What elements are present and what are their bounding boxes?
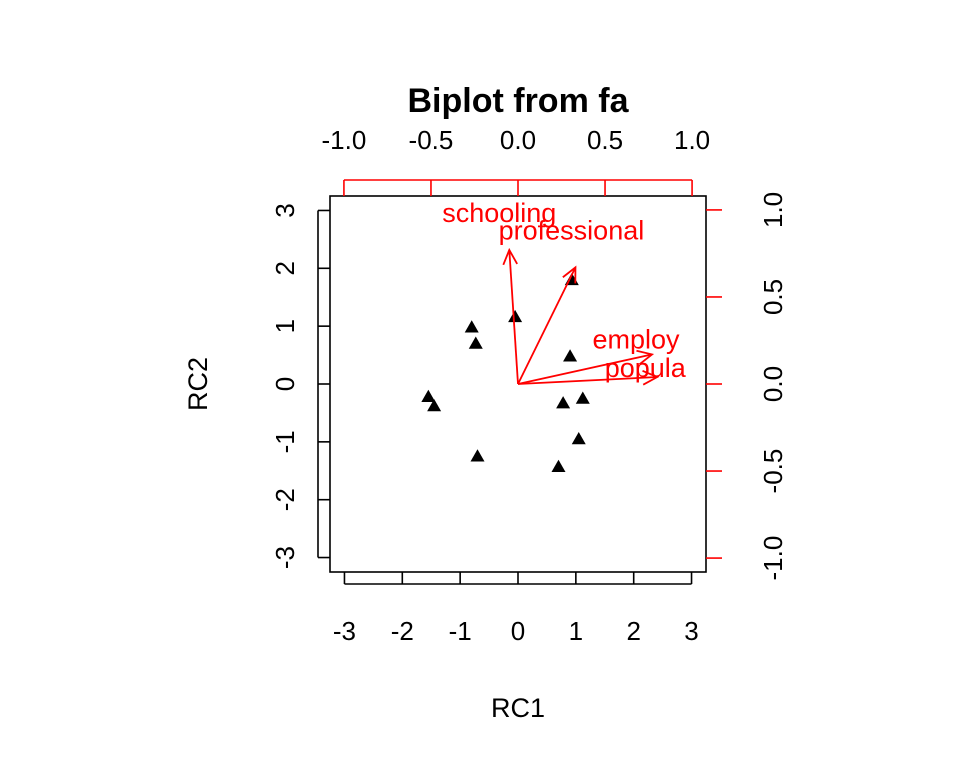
score-point [427, 398, 442, 412]
right-tick-label: -1.0 [758, 536, 788, 581]
loading-arrow [517, 353, 653, 385]
top-tick-label: -0.5 [409, 125, 454, 155]
x-tick-label: 1 [569, 616, 583, 646]
x-tick-label: -3 [333, 616, 356, 646]
score-point [508, 309, 523, 323]
x-tick-label: 2 [626, 616, 640, 646]
right-tick-label: 1.0 [758, 192, 788, 228]
score-point [468, 336, 483, 349]
right-tick-label: 0.5 [758, 279, 788, 315]
x-axis-label: RC1 [491, 693, 545, 723]
right-tick-label: 0.0 [758, 366, 788, 402]
top-tick-label: 0.0 [500, 125, 536, 155]
y-tick-label: 2 [270, 261, 300, 275]
loading-arrowhead [562, 265, 577, 284]
score-point [421, 389, 436, 402]
score-point [470, 449, 485, 462]
loading-label-employ: employ [593, 324, 681, 354]
score-point [551, 459, 566, 472]
y-tick-label: -1 [270, 430, 300, 453]
loading-arrow [517, 266, 577, 385]
y-axis-label: RC2 [183, 357, 213, 411]
y-tick-label: 0 [270, 377, 300, 391]
y-tick-label: 1 [270, 319, 300, 333]
right-tick-label: -0.5 [758, 449, 788, 494]
score-point [563, 349, 578, 362]
x-tick-label: 3 [684, 616, 698, 646]
loading-arrow [517, 376, 658, 385]
loading-arrowhead [636, 349, 655, 366]
loading-label-schooling: schooling [442, 198, 556, 228]
score-point [575, 391, 590, 404]
y-tick-label: -2 [270, 488, 300, 511]
loading-label-professional: professional [499, 215, 645, 245]
x-tick-label: -1 [449, 616, 472, 646]
top-tick-label: -1.0 [322, 125, 367, 155]
x-tick-label: -2 [391, 616, 414, 646]
y-tick-label: 3 [270, 203, 300, 217]
y-tick-label: -3 [270, 546, 300, 569]
x-tick-label: 0 [511, 616, 525, 646]
top-tick-label: 1.0 [674, 125, 710, 155]
loading-label-popula: popula [605, 353, 687, 383]
score-point [556, 396, 571, 409]
loading-arrowhead [642, 369, 660, 386]
score-point [464, 320, 479, 333]
top-tick-label: 0.5 [587, 125, 623, 155]
chart-title: Biplot from fa [408, 82, 630, 120]
loading-arrow [508, 249, 519, 385]
loading-arrowhead [502, 247, 518, 266]
score-point [571, 431, 586, 445]
